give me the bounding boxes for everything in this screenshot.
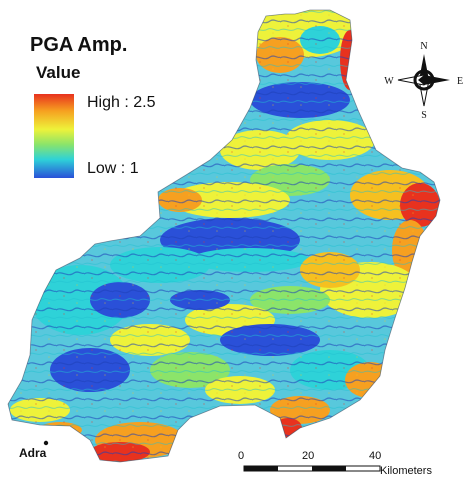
legend-subtitle: Value: [36, 63, 81, 82]
compass-north-label: N: [420, 41, 427, 52]
legend-title: PGA Amp.: [30, 34, 128, 56]
legend-high-label: High : 2.5: [87, 94, 156, 111]
legend-color-ramp: [34, 94, 74, 178]
scale-label-20: 20: [302, 450, 315, 462]
place-label-adra: Adra: [19, 446, 47, 460]
north-arrow-compass-icon: N S W E: [384, 41, 463, 120]
legend-low-label: Low : 1: [87, 160, 139, 177]
compass-west-label: W: [384, 76, 394, 87]
scale-bar: [243, 465, 381, 472]
compass-south-label: S: [421, 110, 427, 120]
scale-label-0: 0: [238, 450, 245, 462]
scale-unit-label: Kilometers: [380, 465, 432, 477]
compass-east-label: E: [457, 76, 463, 87]
scale-label-40: 40: [369, 450, 382, 462]
adra-marker: [43, 440, 49, 446]
